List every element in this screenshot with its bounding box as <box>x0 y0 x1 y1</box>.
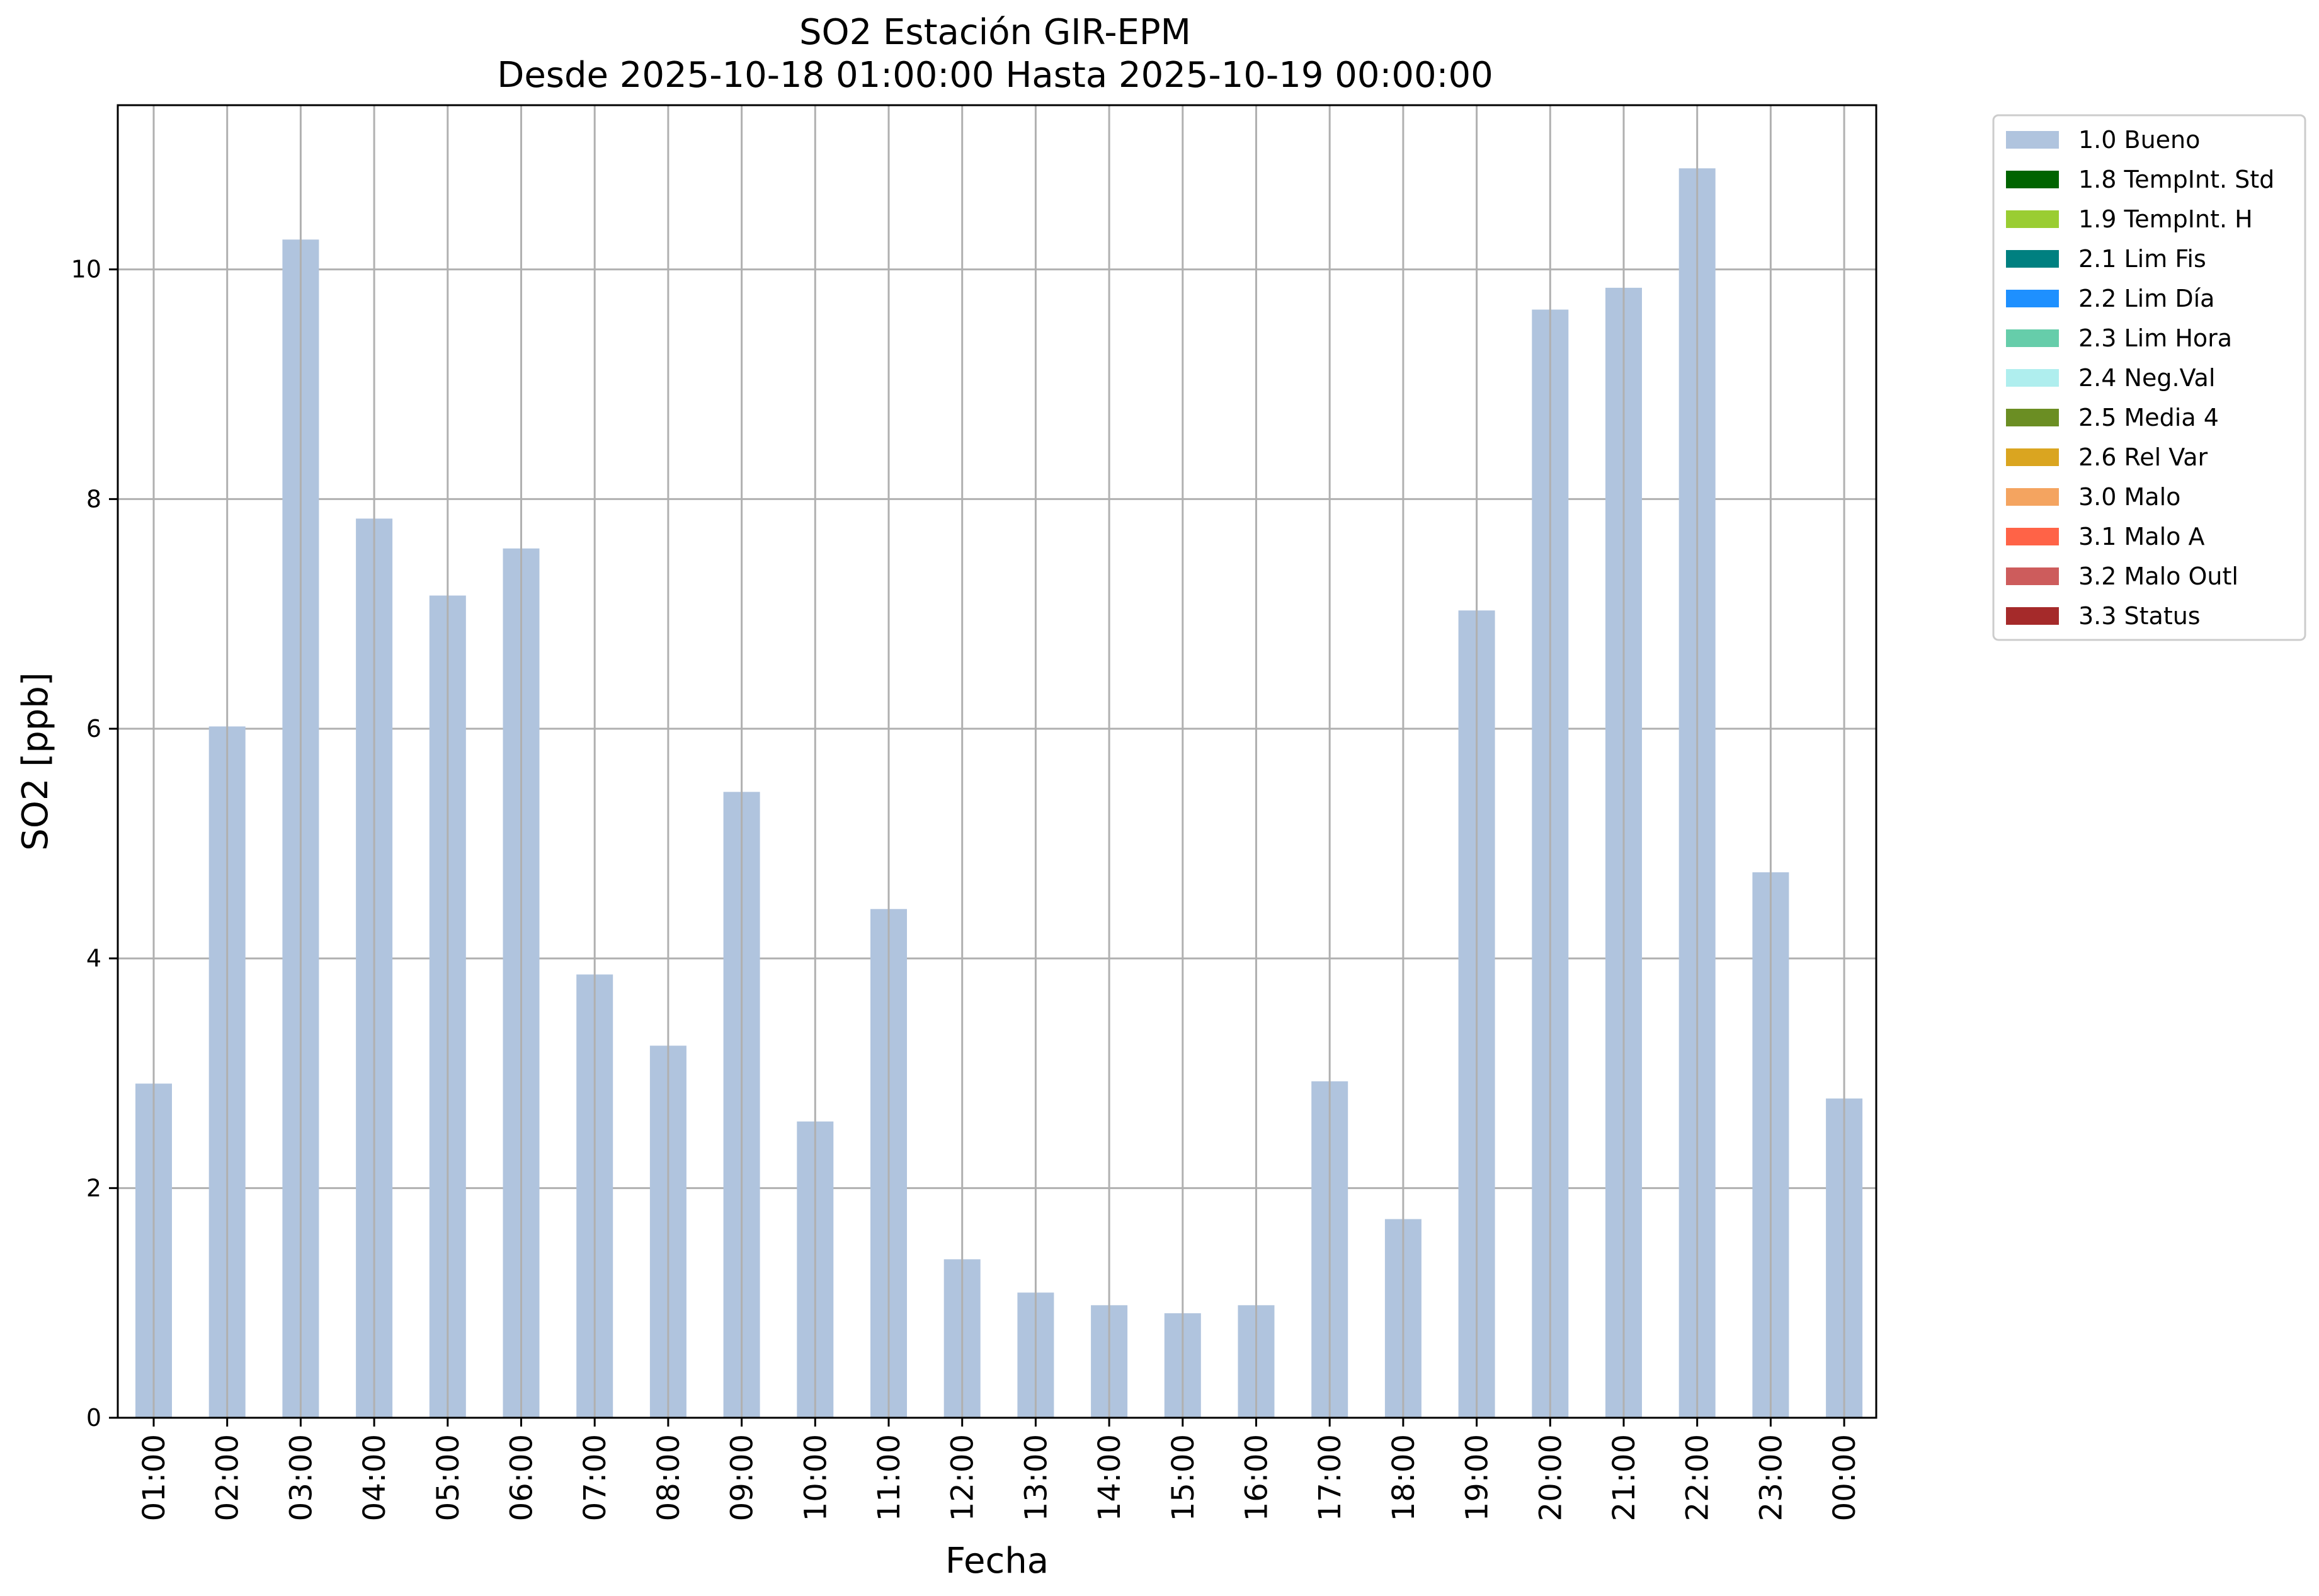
x-tick-label: 13:00 <box>1018 1434 1054 1521</box>
legend-label: 3.0 Malo <box>2078 483 2180 511</box>
legend-label: 2.4 Neg.Val <box>2078 364 2215 392</box>
legend-label: 3.2 Malo Outl <box>2078 562 2238 590</box>
chart-subtitle: Desde 2025-10-18 01:00:00 Hasta 2025-10-… <box>497 55 1493 96</box>
x-axis-ticks: 01:00 02:00 03:00 04:00 05:00 06:00 07:00 08:00… <box>137 1418 1862 1521</box>
legend-swatch <box>2006 329 2059 347</box>
y-tick-label: 0 <box>86 1404 101 1432</box>
y-tick-label: 6 <box>86 715 101 743</box>
legend-swatch <box>2006 369 2059 387</box>
x-tick-label: 00:00 <box>1827 1434 1862 1521</box>
x-tick-label: 09:00 <box>725 1434 760 1521</box>
legend-swatch <box>2006 567 2059 585</box>
legend-swatch <box>2006 528 2059 545</box>
x-tick-label: 19:00 <box>1460 1434 1495 1521</box>
legend-frame <box>1992 114 2306 641</box>
legend-label: 2.2 Lim Día <box>2078 285 2214 312</box>
legend-label: 1.8 TempInt. Std <box>2078 166 2274 193</box>
legend-swatch <box>2006 448 2059 466</box>
x-tick-label: 05:00 <box>431 1434 466 1521</box>
x-tick-label: 01:00 <box>137 1434 172 1521</box>
x-tick-label: 03:00 <box>283 1434 319 1521</box>
y-axis-label: SO2 [ppb] <box>15 672 56 850</box>
legend-swatch <box>2006 488 2059 506</box>
x-tick-label: 21:00 <box>1607 1434 1642 1521</box>
y-tick-label: 2 <box>86 1174 101 1202</box>
x-tick-label: 14:00 <box>1092 1434 1127 1521</box>
legend: 1.0 Bueno 1.8 TempInt. Std 1.9 TempInt. H 2… <box>1992 114 2306 641</box>
plot-frame <box>117 104 1877 1419</box>
legend-label: 3.3 Status <box>2078 602 2201 630</box>
y-axis-ticks: 0 2 4 6 8 10 <box>71 256 118 1432</box>
x-tick-label: 22:00 <box>1680 1434 1716 1521</box>
legend-label: 3.1 Malo A <box>2078 523 2204 550</box>
x-tick-label: 16:00 <box>1239 1434 1275 1521</box>
legend-swatch <box>2006 290 2059 307</box>
legend-swatch <box>2006 250 2059 268</box>
x-tick-label: 12:00 <box>945 1434 981 1521</box>
y-tick-label: 4 <box>86 945 101 972</box>
x-tick-label: 10:00 <box>798 1434 833 1521</box>
x-axis-label: Fecha <box>945 1541 1049 1582</box>
chart-title: SO2 Estación GIR-EPM <box>799 12 1191 53</box>
legend-swatch <box>2006 171 2059 188</box>
x-tick-label: 15:00 <box>1166 1434 1201 1521</box>
legend-label: 2.1 Lim Fis <box>2078 245 2206 273</box>
x-tick-label: 20:00 <box>1533 1434 1568 1521</box>
legend-label: 2.5 Media 4 <box>2078 404 2219 431</box>
x-tick-label: 23:00 <box>1753 1434 1789 1521</box>
x-tick-label: 18:00 <box>1386 1434 1422 1521</box>
bars <box>135 168 1863 1418</box>
legend-label: 2.6 Rel Var <box>2078 443 2208 471</box>
legend-label: 1.9 TempInt. H <box>2078 205 2253 233</box>
x-tick-label: 17:00 <box>1313 1434 1348 1521</box>
legend-swatch <box>2006 210 2059 228</box>
x-tick-label: 02:00 <box>210 1434 246 1521</box>
legend-swatch <box>2006 409 2059 426</box>
legend-label: 1.0 Bueno <box>2078 126 2200 154</box>
y-tick-label: 8 <box>86 485 101 513</box>
x-tick-label: 06:00 <box>504 1434 540 1521</box>
vertical-grid-lines <box>152 105 1845 1418</box>
legend-label: 2.3 Lim Hora <box>2078 324 2232 352</box>
x-tick-label: 07:00 <box>578 1434 613 1521</box>
legend-swatch <box>2006 131 2059 149</box>
x-tick-label: 08:00 <box>651 1434 687 1521</box>
y-tick-label: 10 <box>71 256 101 283</box>
x-tick-label: 11:00 <box>872 1434 907 1521</box>
legend-swatch <box>2006 607 2059 625</box>
x-tick-label: 04:00 <box>357 1434 392 1521</box>
